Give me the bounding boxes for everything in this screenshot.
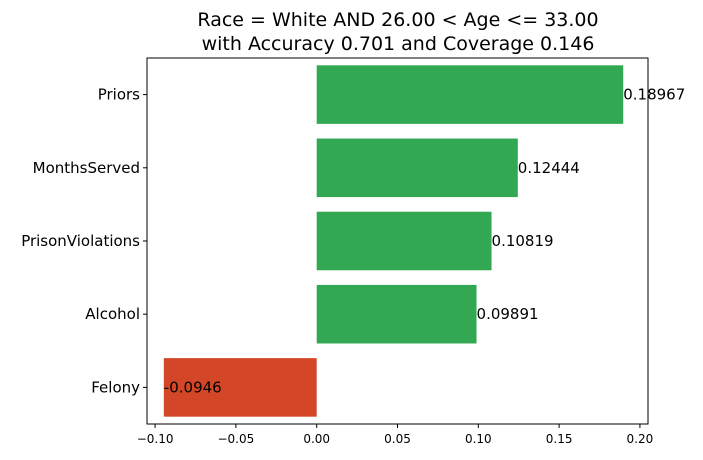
bar-alcohol	[316, 284, 477, 344]
bar-monthsserved	[316, 138, 518, 198]
value-label: 0.10819	[492, 232, 554, 250]
category-label: PrisonViolations	[21, 232, 140, 250]
x-tick-label: 0.05	[384, 432, 411, 446]
bar-felony	[163, 358, 317, 417]
value-label: 0.18967	[623, 86, 685, 104]
value-label: 0.09891	[477, 305, 539, 323]
x-tick-label: 0.10	[465, 432, 492, 446]
x-tick-label: 0.00	[303, 432, 330, 446]
x-tick-label: 0.20	[627, 432, 654, 446]
category-label: MonthsServed	[33, 159, 140, 177]
bar-prisonviolations	[316, 211, 492, 271]
category-label: Felony	[91, 378, 140, 396]
x-tick-label: 0.15	[546, 432, 573, 446]
chart-subtitle: with Accuracy 0.701 and Coverage 0.146	[202, 33, 595, 55]
x-tick-label: −0.10	[137, 432, 174, 446]
bar-priors	[316, 65, 624, 124]
plot-area: Priors 0.18967 MonthsServed 0.12444 PrisonVi…	[21, 57, 685, 446]
chart-title: Race = White AND 26.00 < Age <= 33.00	[197, 9, 598, 31]
value-label: 0.12444	[518, 159, 580, 177]
x-tick-label: −0.05	[217, 432, 254, 446]
plot-frame	[146, 57, 649, 425]
category-label: Priors	[98, 86, 140, 104]
value-label: -0.0946	[164, 378, 222, 396]
category-label: Alcohol	[85, 305, 140, 323]
